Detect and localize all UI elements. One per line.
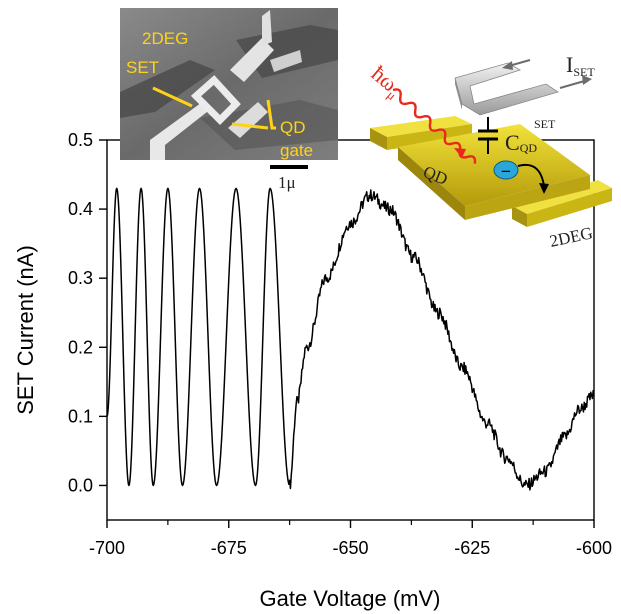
current-label: ISET bbox=[566, 52, 595, 79]
x-axis-title: Gate Voltage (mV) bbox=[260, 586, 441, 611]
sem-label-gate: gate bbox=[280, 141, 313, 160]
x-tick-label: -675 bbox=[211, 538, 247, 558]
scale-bar-label: 1μ bbox=[278, 173, 296, 192]
y-tick-label: 0.2 bbox=[68, 337, 93, 357]
x-tick-label: -600 bbox=[576, 538, 612, 558]
sem-label-2deg: 2DEG bbox=[142, 29, 188, 48]
electron-icon bbox=[493, 160, 519, 180]
y-axis-title: SET Current (nA) bbox=[13, 245, 38, 415]
capacitance-label: CQD bbox=[505, 130, 537, 155]
y-tick-label: 0.1 bbox=[68, 406, 93, 426]
x-tick-label: -650 bbox=[332, 538, 368, 558]
set-current-trace bbox=[107, 187, 594, 491]
y-tick-label: 0.4 bbox=[68, 199, 93, 219]
sem-inset: 2DEG SET QD gate 1μ bbox=[120, 8, 338, 192]
x-axis: -700 -675 -650 -625 -600 bbox=[89, 520, 612, 558]
capacitance-superscript: SET bbox=[534, 117, 556, 131]
set-electrode bbox=[454, 62, 559, 116]
sem-label-set: SET bbox=[126, 58, 159, 77]
y-tick-label: 0.0 bbox=[68, 475, 93, 495]
twodeg-label: 2DEG bbox=[548, 223, 594, 251]
y-tick-label: 0.5 bbox=[68, 130, 93, 150]
electron-symbol: − bbox=[501, 162, 511, 181]
sem-label-qd: QD bbox=[280, 118, 306, 137]
y-axis: 0.0 0.1 0.2 0.3 0.4 0.5 bbox=[68, 130, 107, 495]
x-tick-label: -700 bbox=[89, 538, 125, 558]
x-tick-label: -625 bbox=[454, 538, 490, 558]
schematic-inset: − ħωμ ISET SET CQD QD 2DEG bbox=[367, 52, 612, 251]
y-tick-label: 0.3 bbox=[68, 268, 93, 288]
